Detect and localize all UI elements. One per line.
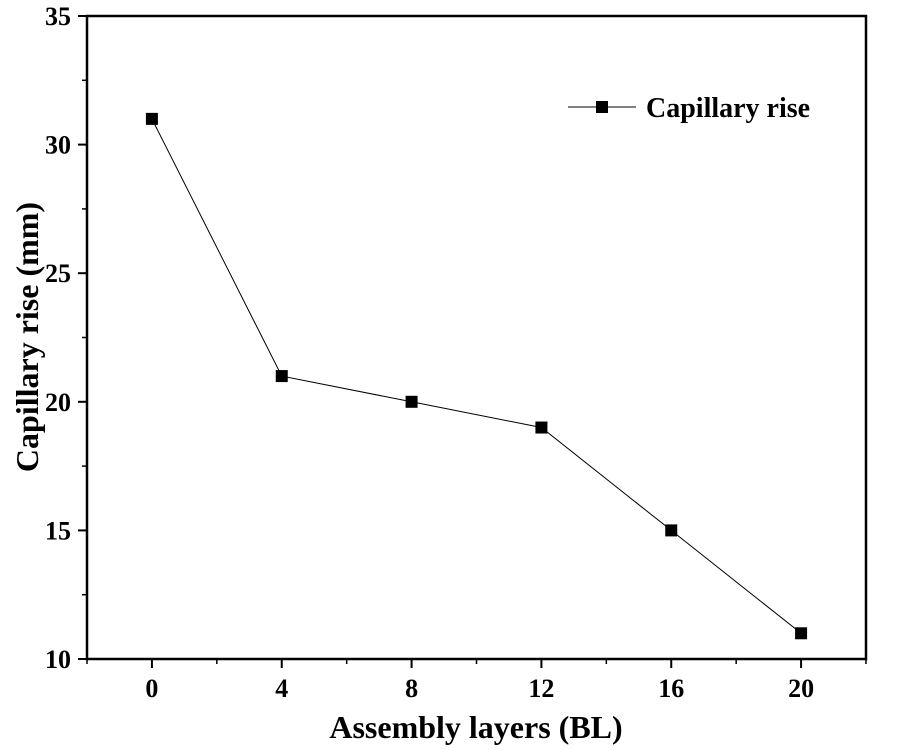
y-tick-label: 25 [45,259,71,288]
legend-label: Capillary rise [646,93,810,124]
legend: Capillary rise [568,93,810,124]
data-point [795,627,808,640]
series-line [151,118,802,634]
x-axis-tick-labels: 0 4 8 12 16 20 [145,674,814,703]
y-axis-tick-labels: 10 15 20 25 30 35 [45,2,71,674]
y-tick-label: 30 [45,131,71,160]
y-tick-label: 35 [45,2,71,31]
x-tick-label: 12 [528,674,554,703]
series-markers [145,112,808,640]
data-point [145,112,158,125]
y-axis-ticks [78,15,87,660]
data-point [275,370,288,383]
y-tick-label: 20 [45,388,71,417]
data-point [535,421,548,434]
legend-marker [596,101,608,113]
series-lines [151,118,802,634]
x-tick-label: 0 [145,674,158,703]
x-tick-label: 16 [658,674,684,703]
data-point [665,524,678,537]
y-tick-label: 15 [45,516,71,545]
y-tick-label: 10 [45,645,71,674]
x-tick-label: 20 [788,674,814,703]
x-tick-label: 4 [275,674,288,703]
data-point [405,395,418,408]
x-axis-ticks [86,659,867,668]
x-axis-title: Assembly layers (BL) [329,709,622,745]
y-axis-title: Capillary rise (mm) [9,202,45,472]
x-tick-label: 8 [405,674,418,703]
